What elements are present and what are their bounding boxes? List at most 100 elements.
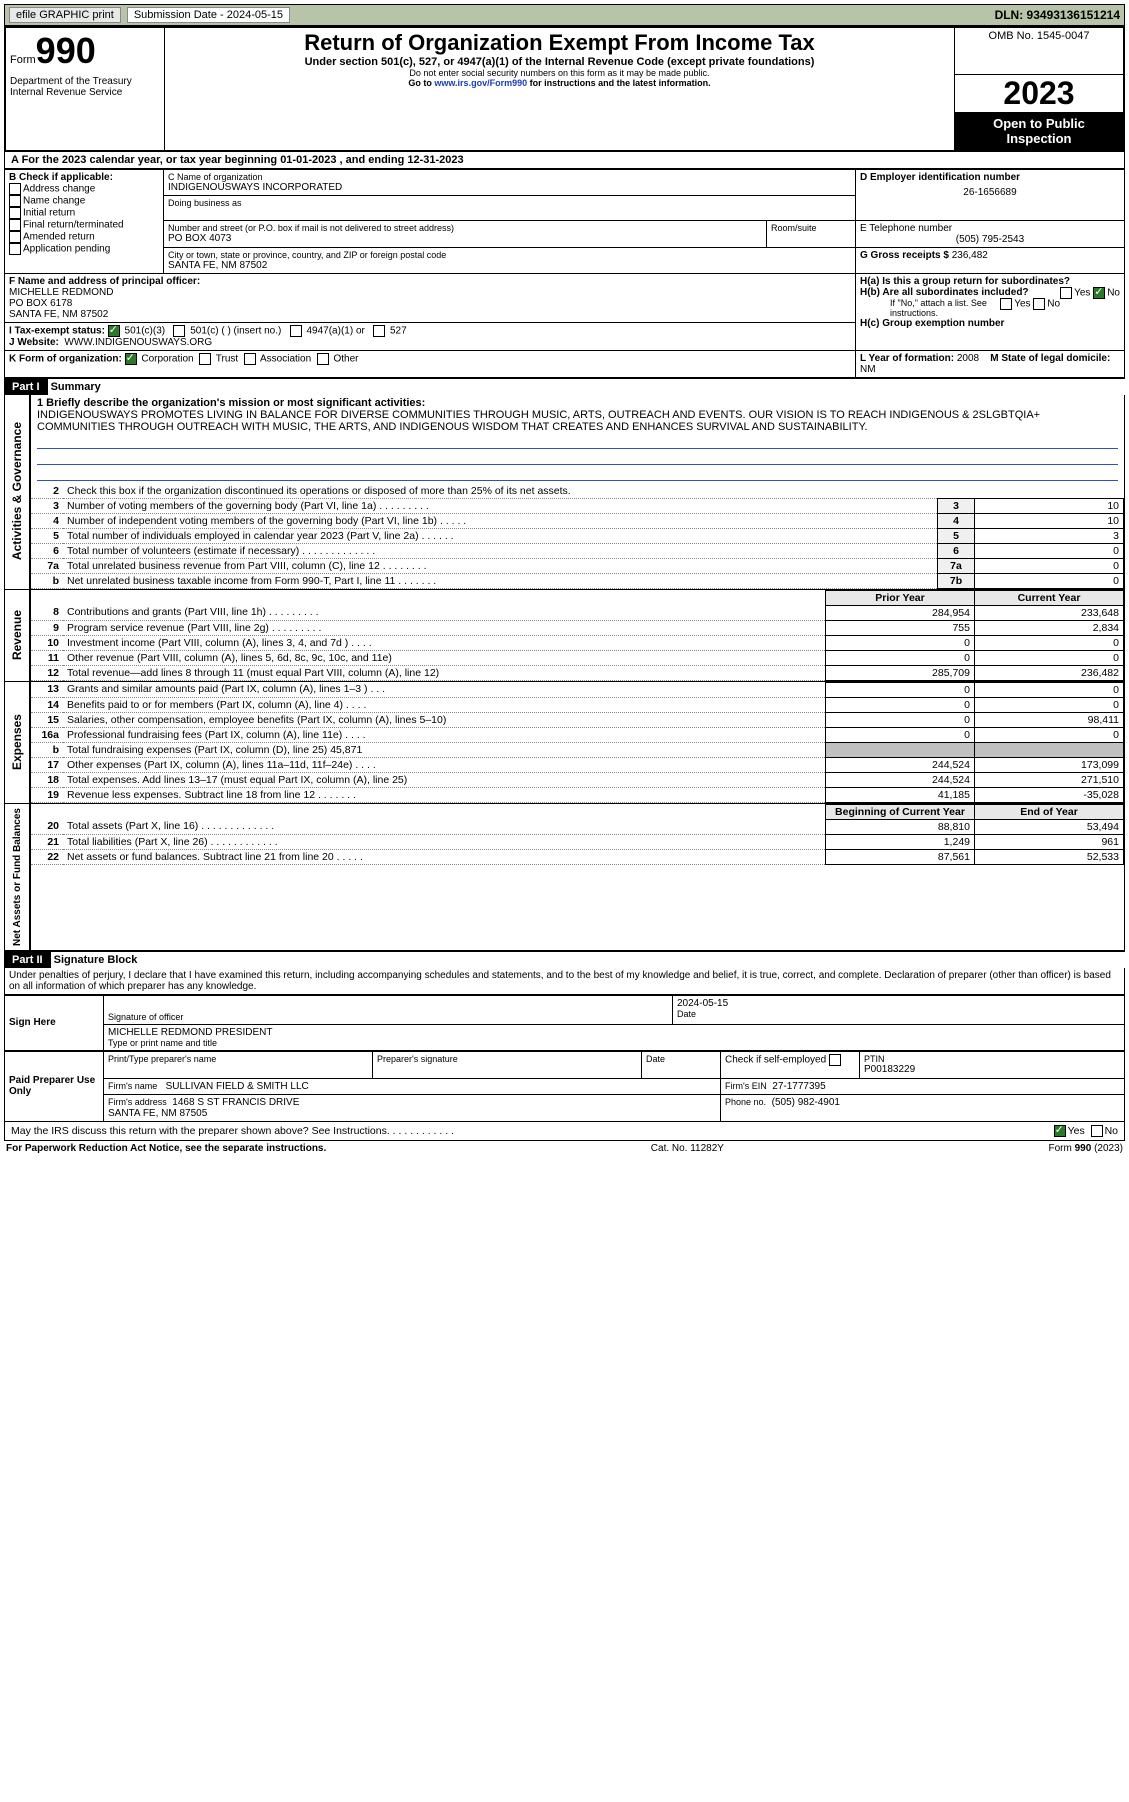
table-row: 18Total expenses. Add lines 13–17 (must … (31, 772, 1124, 787)
expenses-table: 13Grants and similar amounts paid (Part … (31, 682, 1124, 803)
website-link[interactable]: WWW.INDIGENOUSWAYS.ORG (64, 337, 212, 348)
firm-ein-label: Firm's EIN (725, 1081, 767, 1091)
hb-note: If "No," attach a list. See instructions… (860, 298, 1120, 318)
check-501c[interactable] (173, 325, 185, 337)
hb-yes[interactable] (1000, 298, 1012, 310)
form-word: Form (10, 54, 36, 66)
prep-sig-hdr: Preparer's signature (377, 1054, 637, 1064)
phone-label: E Telephone number (860, 223, 1120, 234)
table-row: 6Total number of volunteers (estimate if… (31, 543, 1124, 558)
discuss-yes[interactable] (1054, 1125, 1066, 1137)
table-row: 16aProfessional fundraising fees (Part I… (31, 727, 1124, 742)
table-row: 4Number of independent voting members of… (31, 513, 1124, 528)
firm-name-label: Firm's name (108, 1081, 157, 1091)
irs-link[interactable]: www.irs.gov/Form990 (434, 78, 527, 88)
net-assets-section: Net Assets or Fund Balances Beginning of… (4, 804, 1125, 951)
ha-no[interactable] (1093, 287, 1105, 299)
open-inspection-label: Open to Public Inspection (955, 112, 1123, 150)
check-application-pending[interactable]: Application pending (9, 243, 159, 255)
room-label: Room/suite (771, 223, 851, 233)
check-527[interactable] (373, 325, 385, 337)
table-row: 11Other revenue (Part VIII, column (A), … (31, 650, 1124, 665)
check-address-change[interactable]: Address change (9, 183, 159, 195)
table-row: 20Total assets (Part X, line 16) . . . .… (31, 819, 1124, 834)
ha-yes[interactable] (1060, 287, 1072, 299)
street-value: PO BOX 4073 (168, 233, 762, 244)
mission-text: INDIGENOUSWAYS PROMOTES LIVING IN BALANC… (37, 409, 1118, 433)
expenses-side-label: Expenses (10, 710, 24, 774)
entity-info-block: B Check if applicable: Address change Na… (4, 169, 1125, 378)
officer-name: MICHELLE REDMOND (9, 287, 113, 298)
ein-label: D Employer identification number (860, 172, 1120, 183)
revenue-side-label: Revenue (10, 606, 24, 664)
efile-print-button[interactable]: efile GRAPHIC print (9, 7, 121, 23)
efile-top-bar: efile GRAPHIC print Submission Date - 20… (4, 4, 1125, 26)
table-row: Prior YearCurrent Year (31, 590, 1124, 605)
table-row: 8Contributions and grants (Part VIII, li… (31, 605, 1124, 620)
ptin-label: PTIN (864, 1054, 1120, 1064)
year-formation: 2008 (957, 353, 979, 364)
box-b-label: B Check if applicable: (9, 172, 159, 183)
footer-right: Form 990 (2023) (1049, 1143, 1124, 1154)
table-row: 21Total liabilities (Part X, line 26) . … (31, 834, 1124, 849)
check-initial-return[interactable]: Initial return (9, 207, 159, 219)
row-k-label: K Form of organization: (9, 353, 122, 364)
check-501c3[interactable] (108, 325, 120, 337)
sig-date-value: 2024-05-15 (677, 998, 1120, 1009)
gross-receipts-label: G Gross receipts $ (860, 250, 949, 261)
check-name-change[interactable]: Name change (9, 195, 159, 207)
discuss-no[interactable] (1091, 1125, 1103, 1137)
governance-table: 2Check this box if the organization disc… (31, 484, 1124, 589)
net-side-label: Net Assets or Fund Balances (12, 804, 23, 950)
table-row: 13Grants and similar amounts paid (Part … (31, 682, 1124, 697)
check-amended[interactable]: Amended return (9, 231, 159, 243)
check-other[interactable] (317, 353, 329, 365)
row-j-label: J Website: (9, 337, 59, 348)
street-label: Number and street (or P.O. box if mail i… (168, 223, 762, 233)
city-label: City or town, state or province, country… (168, 250, 851, 260)
part-ii-header: Part II Signature Block (4, 951, 1125, 968)
table-row: 17Other expenses (Part IX, column (A), l… (31, 757, 1124, 772)
table-row: 14Benefits paid to or for members (Part … (31, 697, 1124, 712)
gross-receipts-value: 236,482 (952, 250, 988, 261)
form-header: Form990 Return of Organization Exempt Fr… (4, 26, 1125, 152)
table-row: 10Investment income (Part VIII, column (… (31, 635, 1124, 650)
org-name: INDIGENOUSWAYS INCORPORATED (168, 182, 851, 193)
check-trust[interactable] (199, 353, 211, 365)
firm-phone-value: (505) 982-4901 (772, 1097, 840, 1108)
table-row: bTotal fundraising expenses (Part IX, co… (31, 742, 1124, 757)
check-final-return[interactable]: Final return/terminated (9, 219, 159, 231)
check-4947[interactable] (290, 325, 302, 337)
officer-label: F Name and address of principal officer: (9, 276, 200, 287)
firm-addr-label: Firm's address (108, 1097, 167, 1107)
form-number: 990 (36, 30, 96, 71)
net-assets-table: Beginning of Current YearEnd of Year20To… (31, 804, 1124, 865)
sig-date-label: Date (677, 1009, 1120, 1019)
submission-date-label: Submission Date - 2024-05-15 (127, 7, 290, 23)
city-value: SANTA FE, NM 87502 (168, 260, 851, 271)
row-a-tax-year: A For the 2023 calendar year, or tax yea… (4, 152, 1125, 169)
check-association[interactable] (244, 353, 256, 365)
page-footer: For Paperwork Reduction Act Notice, see … (4, 1141, 1125, 1156)
self-employed-cell: Check if self-employed (721, 1051, 860, 1078)
hb-no[interactable] (1033, 298, 1045, 310)
sig-officer-label: Signature of officer (108, 1012, 668, 1022)
dept-label: Department of the Treasury Internal Reve… (5, 74, 165, 151)
revenue-table: Prior YearCurrent Year8Contributions and… (31, 590, 1124, 681)
tax-year: 2023 (955, 75, 1123, 112)
footer-left: For Paperwork Reduction Act Notice, see … (6, 1143, 326, 1154)
check-corporation[interactable] (125, 353, 137, 365)
hc-label: H(c) Group exemption number (860, 318, 1120, 329)
check-self-employed[interactable] (829, 1054, 841, 1066)
sig-name-value: MICHELLE REDMOND PRESIDENT (108, 1027, 1120, 1038)
table-row: bNet unrelated business taxable income f… (31, 573, 1124, 588)
row-i-label: I Tax-exempt status: (9, 325, 105, 336)
form-subtitle-2: Do not enter social security numbers on … (169, 68, 950, 78)
form-title: Return of Organization Exempt From Incom… (169, 30, 950, 56)
table-row: 7aTotal unrelated business revenue from … (31, 558, 1124, 573)
expenses-section: Expenses 13Grants and similar amounts pa… (4, 682, 1125, 804)
table-row: 5Total number of individuals employed in… (31, 528, 1124, 543)
discuss-row: May the IRS discuss this return with the… (4, 1122, 1125, 1141)
table-row: Beginning of Current YearEnd of Year (31, 804, 1124, 819)
officer-addr1: PO BOX 6178 (9, 298, 72, 309)
